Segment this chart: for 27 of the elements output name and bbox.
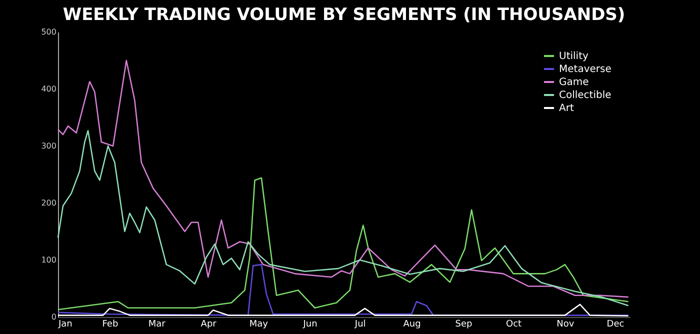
- chart-title: WEEKLY TRADING VOLUME BY SEGMENTS (IN THOUSANDS): [62, 5, 626, 25]
- legend-label: Art: [559, 103, 574, 114]
- legend-label: Metaverse: [559, 64, 612, 75]
- x-tick-label: Jun: [302, 320, 318, 330]
- x-tick-label: May: [249, 320, 269, 330]
- line-series: [57, 304, 629, 317]
- y-tick-label: 300: [41, 142, 56, 150]
- legend-label: Utility: [559, 51, 588, 62]
- x-tick-label: Jul: [354, 320, 366, 330]
- line-series: [57, 60, 629, 298]
- x-tick-label: Feb: [102, 320, 118, 330]
- x-tick-label: Dec: [606, 320, 624, 330]
- x-tick-label: Jan: [58, 320, 72, 330]
- x-tick-label: Aug: [403, 320, 421, 330]
- x-tick-label: Apr: [200, 320, 217, 330]
- x-tick-label: Sep: [455, 320, 472, 330]
- y-tick-label: 0: [51, 312, 56, 322]
- legend-label: Collectible: [559, 90, 612, 101]
- y-tick-label: 100: [41, 256, 56, 264]
- line-series: [57, 130, 629, 306]
- x-tick-label: Mar: [148, 320, 166, 330]
- legend-label: Game: [559, 77, 589, 88]
- x-tick-label: Oct: [506, 320, 522, 330]
- x-tick-label: Nov: [556, 320, 575, 330]
- y-tick-label: 400: [41, 84, 56, 94]
- y-tick-label: 500: [41, 28, 56, 36]
- y-tick-label: 200: [41, 198, 56, 208]
